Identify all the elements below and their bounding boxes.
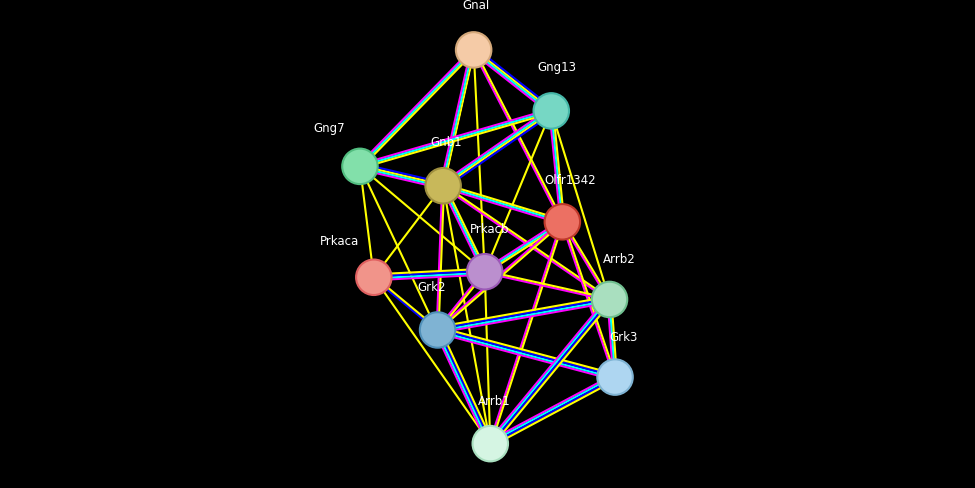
Text: Arrb2: Arrb2 <box>604 253 636 266</box>
Text: Prkacb: Prkacb <box>469 223 509 236</box>
Text: Gnal: Gnal <box>462 0 489 12</box>
Circle shape <box>342 149 377 184</box>
Text: Gnb1: Gnb1 <box>430 136 462 149</box>
Text: Gng7: Gng7 <box>314 122 345 135</box>
Circle shape <box>545 204 580 240</box>
Circle shape <box>598 359 633 395</box>
Circle shape <box>356 260 392 295</box>
Text: Gng13: Gng13 <box>537 61 576 74</box>
Text: Grk3: Grk3 <box>609 331 638 344</box>
Text: Arrb1: Arrb1 <box>479 395 511 407</box>
Circle shape <box>533 93 569 129</box>
Text: Prkaca: Prkaca <box>320 235 359 248</box>
Circle shape <box>420 312 455 347</box>
Circle shape <box>467 254 502 289</box>
Circle shape <box>473 426 508 461</box>
Text: Grk2: Grk2 <box>418 281 447 294</box>
Text: Olfr1342: Olfr1342 <box>545 174 597 187</box>
Circle shape <box>592 282 627 317</box>
Circle shape <box>425 168 461 203</box>
Circle shape <box>456 32 491 68</box>
